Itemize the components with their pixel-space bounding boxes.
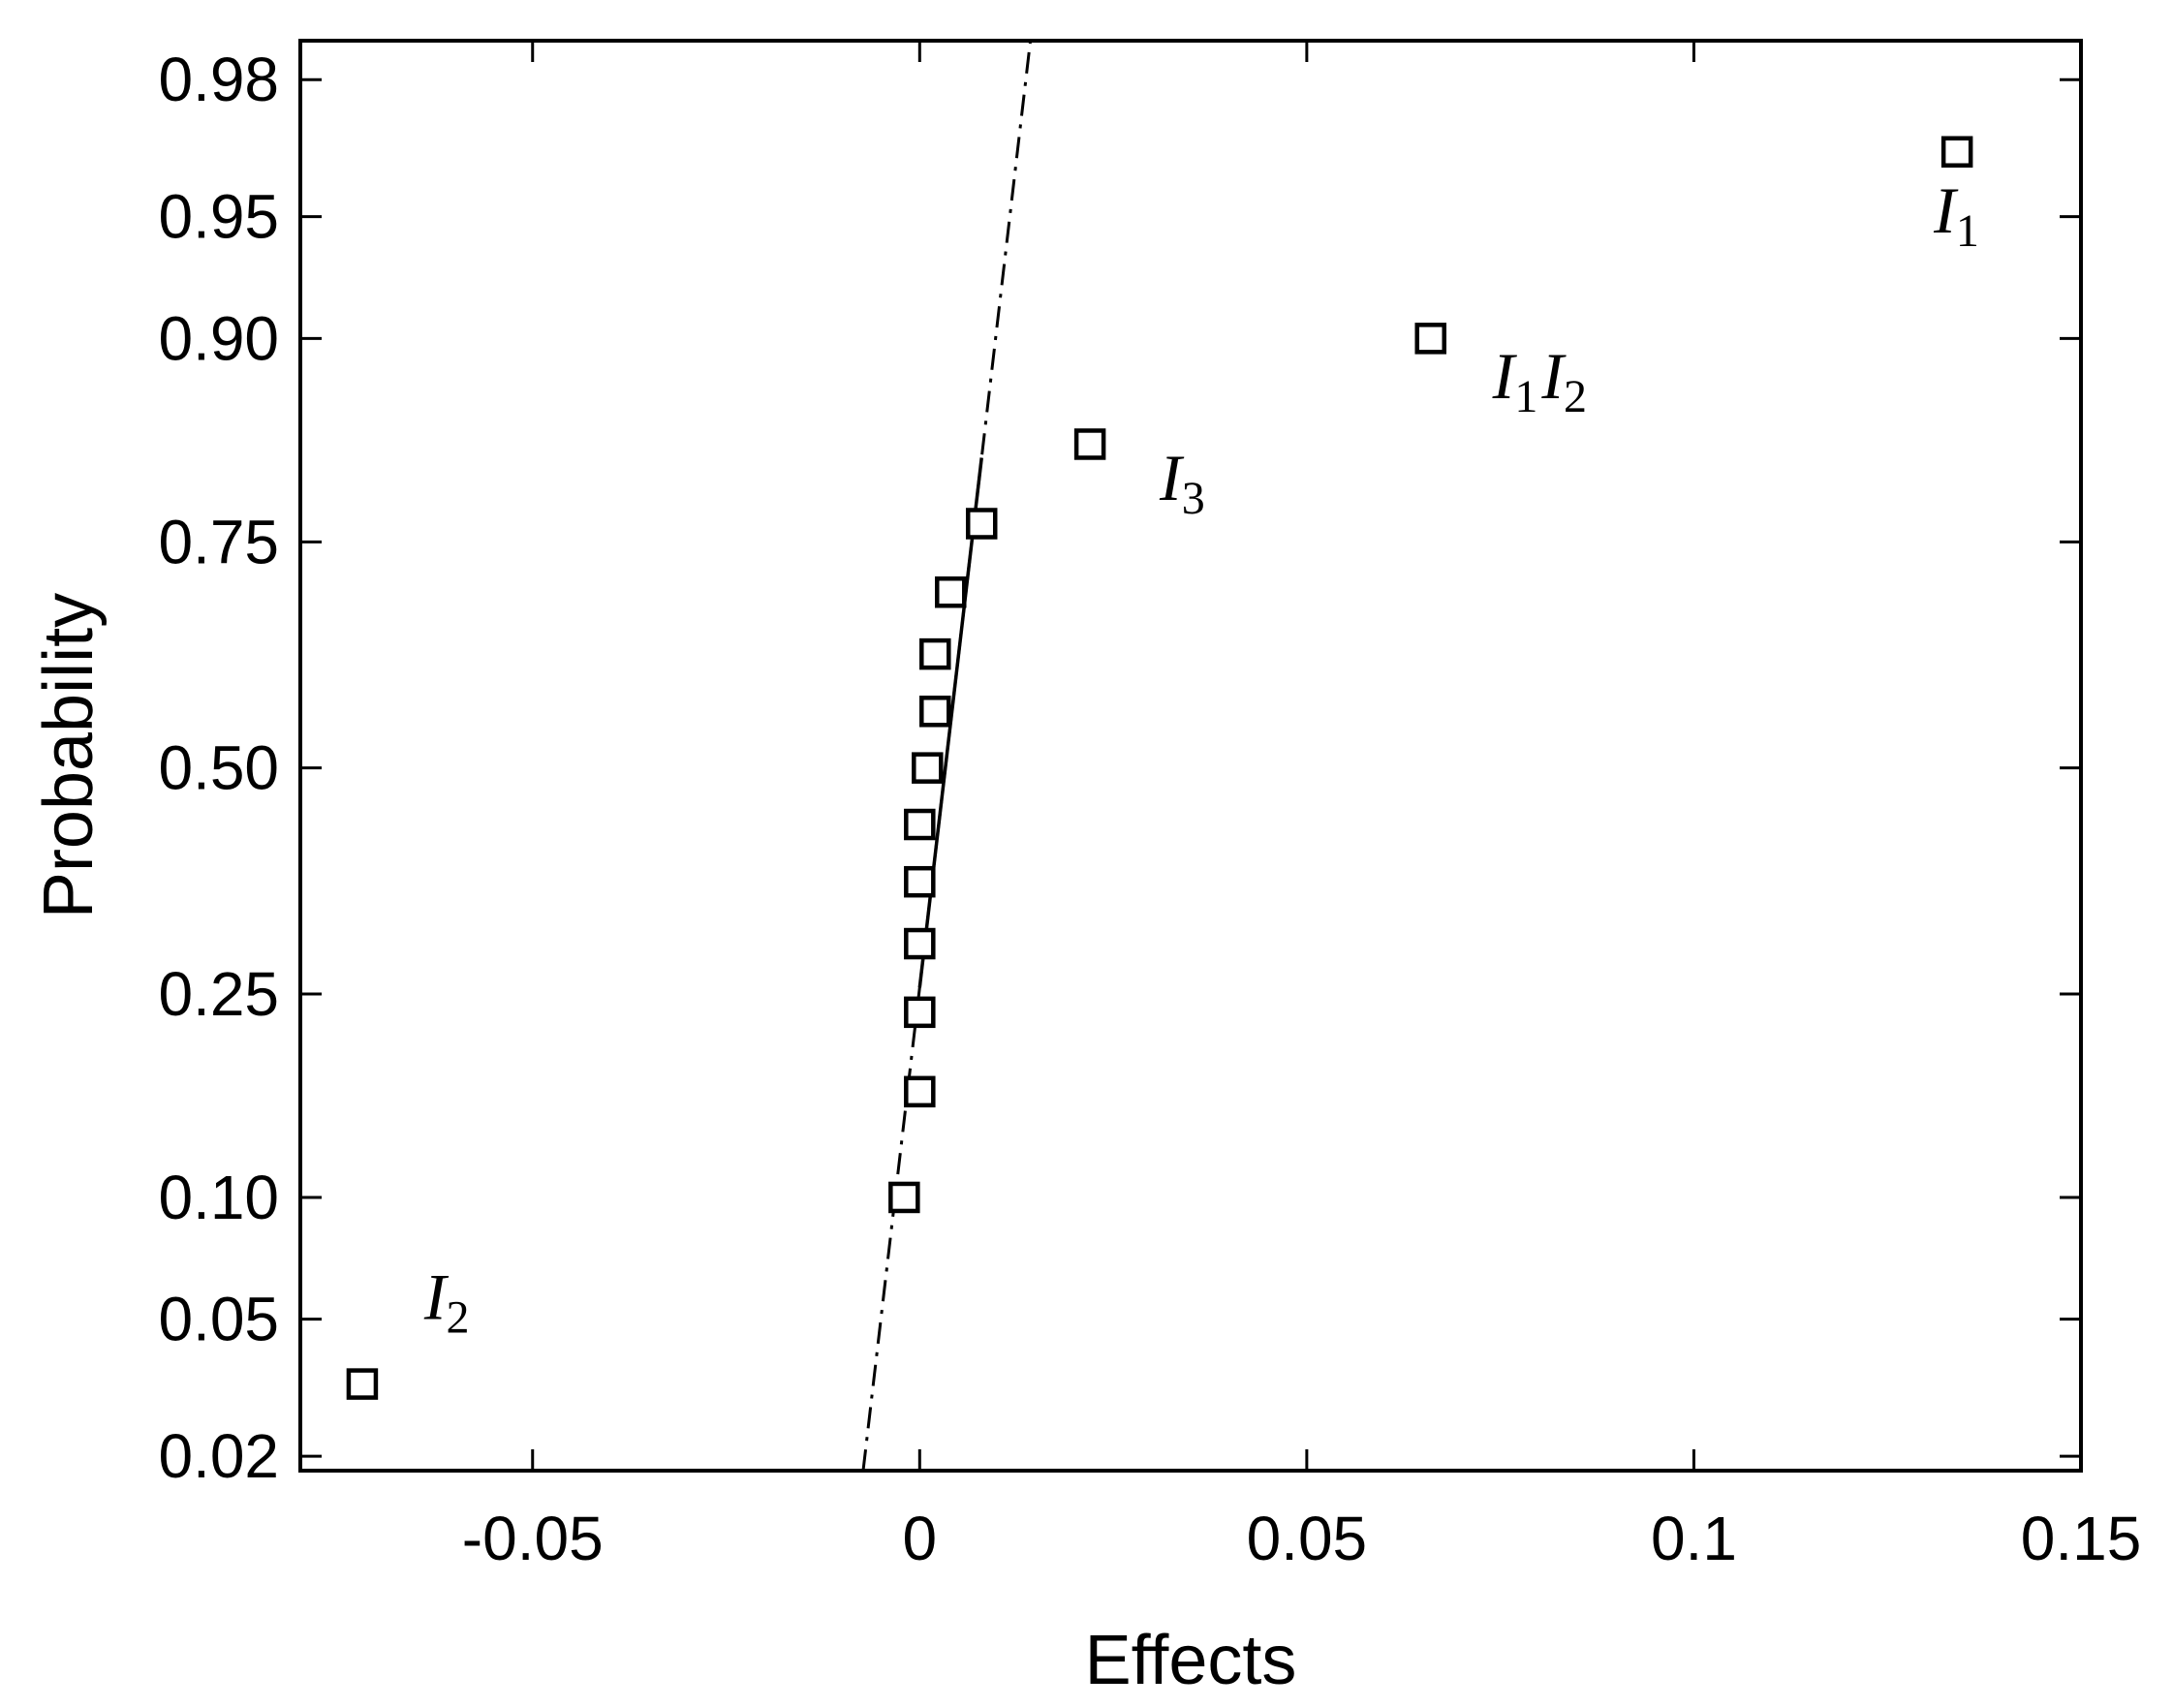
data-point <box>888 1181 920 1214</box>
data-point <box>919 696 951 728</box>
point-annotation: I1I2 <box>1492 339 1587 422</box>
data-point <box>1414 323 1446 355</box>
x-axis-title: Effects <box>1085 1622 1297 1699</box>
y-tick-label: 0.50 <box>158 733 279 803</box>
plot-frame <box>298 39 2083 1473</box>
annotations-layer: I1 I1I2 I3 I2 <box>423 173 1979 1344</box>
x-tick-label: 0.1 <box>1651 1504 1737 1573</box>
x-tick-label: 0.15 <box>2021 1504 2142 1573</box>
y-tick-label: 0.95 <box>158 182 279 252</box>
point-annotation: I3 <box>1159 441 1205 524</box>
data-point <box>919 637 951 670</box>
y-tick-label: 0.75 <box>158 507 279 576</box>
y-tick-label: 0.02 <box>158 1421 279 1491</box>
reference-line-dashdot <box>861 40 1033 1472</box>
y-tick-label: 0.25 <box>158 959 279 1029</box>
x-tick-label: -0.05 <box>462 1504 604 1573</box>
data-point <box>904 1075 936 1108</box>
data-point <box>1073 428 1106 460</box>
data-point <box>965 508 998 540</box>
point-annotation: I2 <box>423 1260 470 1344</box>
ticks-layer: -0.05 0 0.05 0.1 0.15 0.02 0.05 0.10 0.25 0.50 0.7… <box>158 41 2141 1573</box>
points-layer <box>346 136 1973 1400</box>
data-point <box>904 865 936 898</box>
data-point <box>904 808 936 841</box>
data-point <box>904 927 936 960</box>
x-tick-label: 0 <box>903 1504 938 1573</box>
data-point <box>904 996 936 1029</box>
x-tick-label: 0.05 <box>1247 1504 1368 1573</box>
data-point <box>935 576 967 608</box>
y-tick-label: 0.90 <box>158 303 279 373</box>
y-tick-label: 0.98 <box>158 45 279 114</box>
y-tick-label: 0.05 <box>158 1285 279 1354</box>
data-point <box>912 752 944 784</box>
point-annotation: I1 <box>1933 173 1979 257</box>
y-tick-label: 0.10 <box>158 1163 279 1232</box>
data-point <box>1940 136 1973 168</box>
data-point <box>346 1368 379 1400</box>
y-axis-title: Probability <box>30 593 108 918</box>
